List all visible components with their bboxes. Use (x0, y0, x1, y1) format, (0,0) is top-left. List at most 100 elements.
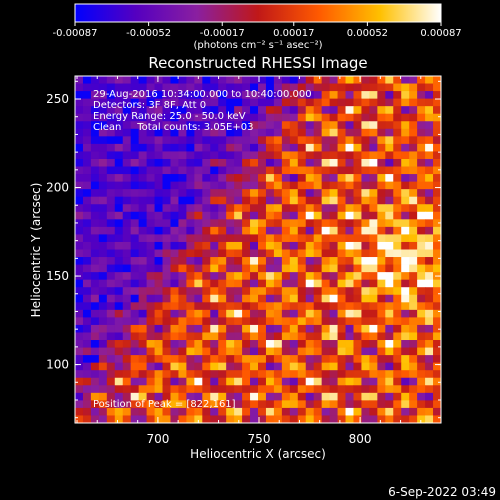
heatmap-cell (409, 196, 418, 205)
heatmap-cell (258, 362, 267, 371)
heatmap-cell (75, 174, 84, 183)
heatmap-cell (218, 317, 227, 326)
heatmap-cell (202, 309, 211, 318)
heatmap-cell (401, 347, 410, 356)
heatmap-cell (409, 279, 418, 288)
heatmap-cell (154, 113, 163, 122)
heatmap-cell (146, 332, 155, 341)
heatmap-cell (345, 309, 354, 318)
heatmap-cell (393, 257, 402, 265)
heatmap-cell (337, 189, 346, 198)
heatmap-cell (377, 362, 386, 371)
heatmap-cell (154, 98, 163, 107)
heatmap-cell (122, 204, 132, 213)
heatmap-cell (393, 204, 402, 213)
heatmap-cell (265, 324, 275, 333)
heatmap-cell (250, 385, 259, 394)
heatmap-cell (265, 294, 275, 303)
heatmap-cell (82, 234, 92, 243)
heatmap-cell (313, 249, 323, 258)
heatmap-cell (210, 249, 219, 258)
heatmap-cell (425, 332, 434, 341)
heatmap-cell (75, 370, 84, 379)
heatmap-cell (210, 309, 219, 318)
heatmap-cell (321, 143, 331, 152)
heatmap-cell (369, 340, 378, 348)
heatmap-cell (226, 106, 235, 115)
heatmap-cell (305, 377, 315, 386)
heatmap-cell (90, 287, 100, 296)
heatmap-cell (210, 83, 219, 92)
heatmap-cell (385, 287, 394, 296)
colorbar-tick-label: 0.00017 (273, 28, 314, 39)
heatmap-cell (226, 324, 235, 333)
heatmap-cell (337, 196, 346, 205)
heatmap-cell (194, 294, 203, 303)
heatmap-cell (122, 377, 132, 386)
heatmap-cell (162, 128, 171, 137)
heatmap-cell (170, 347, 179, 356)
heatmap-cell (305, 211, 315, 220)
heatmap-cell (297, 392, 307, 401)
heatmap-cell (226, 113, 235, 122)
heatmap-cell (75, 309, 84, 318)
heatmap-cell (425, 249, 434, 258)
heatmap-cell (353, 377, 362, 386)
heatmap-cell (154, 332, 163, 341)
heatmap-cell (409, 385, 418, 394)
heatmap-cell (409, 113, 418, 122)
heatmap-cell (425, 151, 434, 160)
heatmap-cell (329, 83, 338, 92)
heatmap-cell (313, 264, 323, 273)
heatmap-cell (401, 355, 410, 364)
heatmap-cell (433, 294, 441, 303)
heatmap-cell (138, 128, 148, 137)
heatmap-cell (369, 226, 378, 235)
heatmap-cell (385, 189, 394, 198)
heatmap-cell (329, 324, 338, 333)
heatmap-cell (186, 204, 195, 213)
heatmap-cell (353, 302, 362, 311)
heatmap-cell (409, 392, 418, 401)
heatmap-cell (210, 287, 219, 296)
heatmap-cell (130, 113, 140, 122)
heatmap-cell (297, 158, 307, 167)
heatmap-cell (313, 317, 323, 326)
heatmap-cell (369, 294, 378, 303)
heatmap-cell (329, 136, 338, 145)
heatmap-cell (393, 324, 402, 333)
heatmap-cell (353, 211, 362, 220)
heatmap-cell (258, 151, 267, 160)
heatmap-cell (377, 181, 386, 190)
heatmap-cell (353, 166, 362, 175)
heatmap-cell (106, 302, 116, 311)
heatmap-cell (98, 174, 108, 183)
heatmap-cell (321, 181, 331, 190)
heatmap-cell (98, 324, 108, 333)
heatmap-cell (289, 204, 299, 213)
heatmap-cell (194, 272, 203, 281)
heatmap-cell (353, 385, 362, 394)
heatmap-cell (305, 279, 315, 288)
heatmap-cell (289, 91, 299, 100)
heatmap-cell (353, 249, 362, 258)
heatmap-cell (154, 317, 163, 326)
heatmap-cell (202, 362, 211, 371)
heatmap-cell (313, 143, 323, 152)
heatmap-cell (337, 219, 346, 228)
heatmap-cell (265, 136, 275, 145)
heatmap-cell (313, 241, 323, 250)
heatmap-cell (329, 309, 338, 318)
heatmap-cell (242, 347, 251, 356)
heatmap-cell (226, 347, 235, 356)
y-tick-label: 200 (46, 181, 69, 195)
heatmap-cell (234, 174, 243, 183)
x-axis-ticks: 700 750 800 (76, 76, 442, 446)
heatmap-cell (281, 166, 291, 175)
heatmap-cell (361, 143, 370, 152)
heatmap-cell (361, 211, 370, 220)
heatmap-cell (242, 166, 251, 175)
heatmap-cell (297, 272, 307, 281)
heatmap-cell (202, 211, 211, 220)
